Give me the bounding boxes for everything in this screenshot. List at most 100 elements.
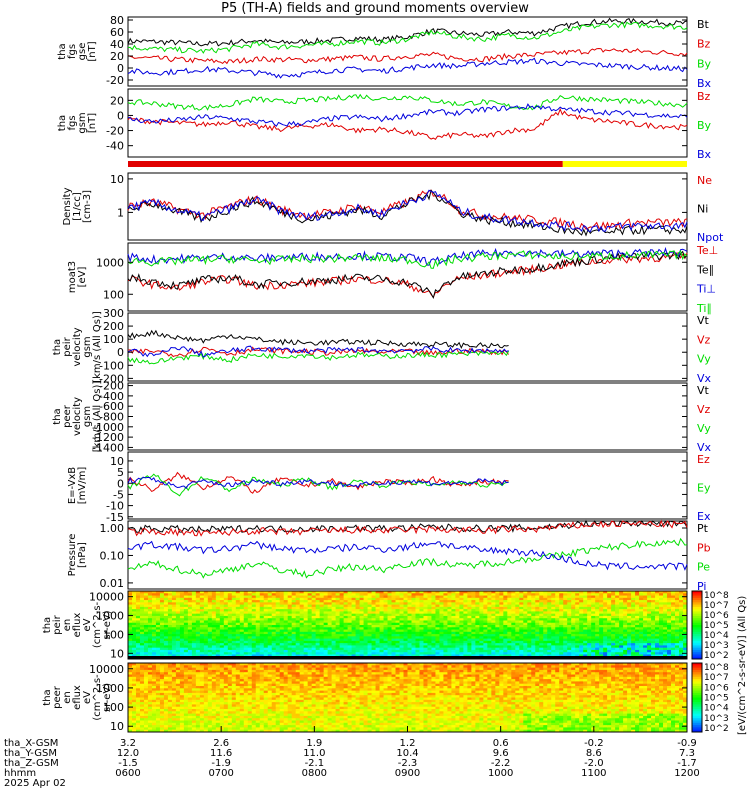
spectrogram-cell	[163, 674, 169, 678]
spectrogram-cell	[139, 663, 145, 666]
spectrogram-cell	[395, 597, 401, 601]
spectrogram-cell	[563, 620, 568, 624]
spectrogram-cell	[199, 620, 205, 624]
spectrogram-cell	[355, 604, 361, 608]
spectrogram-cell	[571, 649, 576, 653]
spectrogram-cell	[503, 591, 508, 594]
spectrogram-cell	[223, 640, 229, 644]
spectrogram-cell	[187, 604, 193, 608]
spectrogram-cell	[451, 652, 456, 655]
spectrogram-cell	[427, 647, 432, 651]
spectrogram-cell	[203, 631, 209, 635]
spectrogram-cell	[579, 595, 584, 599]
spectrogram-cell	[167, 645, 173, 649]
spectrogram-cell	[299, 602, 305, 606]
spectrogram-cell	[555, 634, 560, 637]
spectrogram-cell	[147, 652, 153, 655]
spectrogram-cell	[219, 593, 225, 597]
spectrogram-cell	[487, 615, 492, 619]
colorbar-step	[692, 627, 702, 631]
spectrogram-cell	[307, 618, 313, 621]
spectrogram-cell	[595, 643, 600, 646]
spectrogram-cell	[391, 611, 397, 615]
spectrogram-cell	[231, 645, 237, 649]
spectrogram-cell	[131, 697, 137, 701]
series-line-Bz	[127, 107, 688, 140]
spectrogram-cell	[651, 645, 656, 649]
spectrogram-cell	[443, 652, 448, 655]
spectrogram-cell	[231, 615, 237, 619]
spectrogram-cell	[443, 625, 448, 628]
spectrogram-cell	[643, 631, 648, 635]
spectrogram-cell	[591, 600, 596, 603]
region-segment	[128, 161, 563, 167]
spectrogram-cell	[295, 654, 301, 658]
spectrogram-cell	[619, 609, 624, 612]
spectrogram-cell	[311, 645, 317, 649]
spectrogram-cell	[287, 649, 293, 653]
spectrogram-cell	[303, 609, 309, 612]
spectrogram-cell	[159, 620, 165, 624]
spectrogram-cell	[239, 611, 245, 615]
spectrogram-cell	[459, 636, 464, 640]
spectrogram-cell	[187, 595, 193, 599]
spectrogram-cell	[595, 640, 600, 644]
spectrogram-cell	[411, 615, 416, 619]
spectrogram-cell	[675, 640, 680, 644]
spectrogram-cell	[595, 636, 600, 640]
spectrogram-cell	[143, 600, 149, 603]
spectrogram-cell	[383, 597, 389, 601]
spectrogram-cell	[211, 647, 217, 651]
spectrogram-cell	[279, 618, 285, 621]
spectrogram-cell	[223, 631, 229, 635]
spectrogram-cell	[387, 643, 393, 646]
spectrogram-cell	[647, 595, 652, 599]
y-tick-label: -40	[106, 140, 124, 153]
spectrogram-cell	[359, 640, 365, 644]
spectrogram-cell	[331, 611, 337, 615]
spectrogram-cell	[135, 618, 141, 621]
spectrogram-cell	[415, 595, 420, 599]
spectrogram-cell	[223, 634, 229, 637]
spectrogram-cell	[311, 638, 317, 642]
spectrogram-cell	[515, 591, 520, 594]
spectrogram-cell	[487, 634, 492, 637]
spectrogram-cell	[283, 636, 289, 640]
spectrogram-cell	[679, 602, 684, 606]
spectrogram-cell	[543, 631, 548, 635]
spectrogram-cell	[219, 652, 225, 655]
spectrogram-cell	[591, 640, 596, 644]
spectrogram-cell	[135, 725, 141, 728]
spectrogram-cell	[267, 593, 273, 597]
spectrogram-cell	[427, 600, 432, 603]
spectrogram-cell	[279, 620, 285, 624]
spectrogram-cell	[519, 613, 524, 617]
spectrogram-cell	[367, 645, 373, 649]
spectrogram-cell	[367, 654, 373, 658]
y-axis-label: velocity	[72, 397, 83, 436]
spectrogram-cell	[379, 609, 385, 612]
spectrogram-cell	[367, 638, 373, 642]
spectrogram-cell	[415, 652, 420, 655]
spectrogram-cell	[155, 611, 161, 615]
spectrogram-cell	[391, 627, 397, 631]
spectrogram-cell	[667, 649, 672, 653]
spectrogram-cell	[147, 629, 153, 633]
spectrogram-cell	[191, 652, 197, 655]
spectrogram-cell	[587, 631, 592, 635]
spectrogram-cell	[311, 640, 317, 644]
spectrogram-cell	[191, 629, 197, 633]
spectrogram-cell	[351, 634, 357, 637]
spectrogram-cell	[431, 622, 436, 626]
spectrogram-cell	[151, 645, 157, 649]
spectrogram-cell	[255, 593, 261, 597]
spectrogram-cell	[207, 606, 213, 610]
spectrogram-cell	[539, 606, 544, 610]
spectrogram-cell	[135, 722, 141, 726]
spectrogram-cell	[275, 597, 281, 601]
spectrogram-cell	[128, 634, 133, 637]
spectrogram-cell	[611, 611, 616, 615]
spectrogram-cell	[227, 593, 233, 597]
spectrogram-cell	[643, 618, 648, 621]
spectrogram-cell	[147, 702, 153, 705]
